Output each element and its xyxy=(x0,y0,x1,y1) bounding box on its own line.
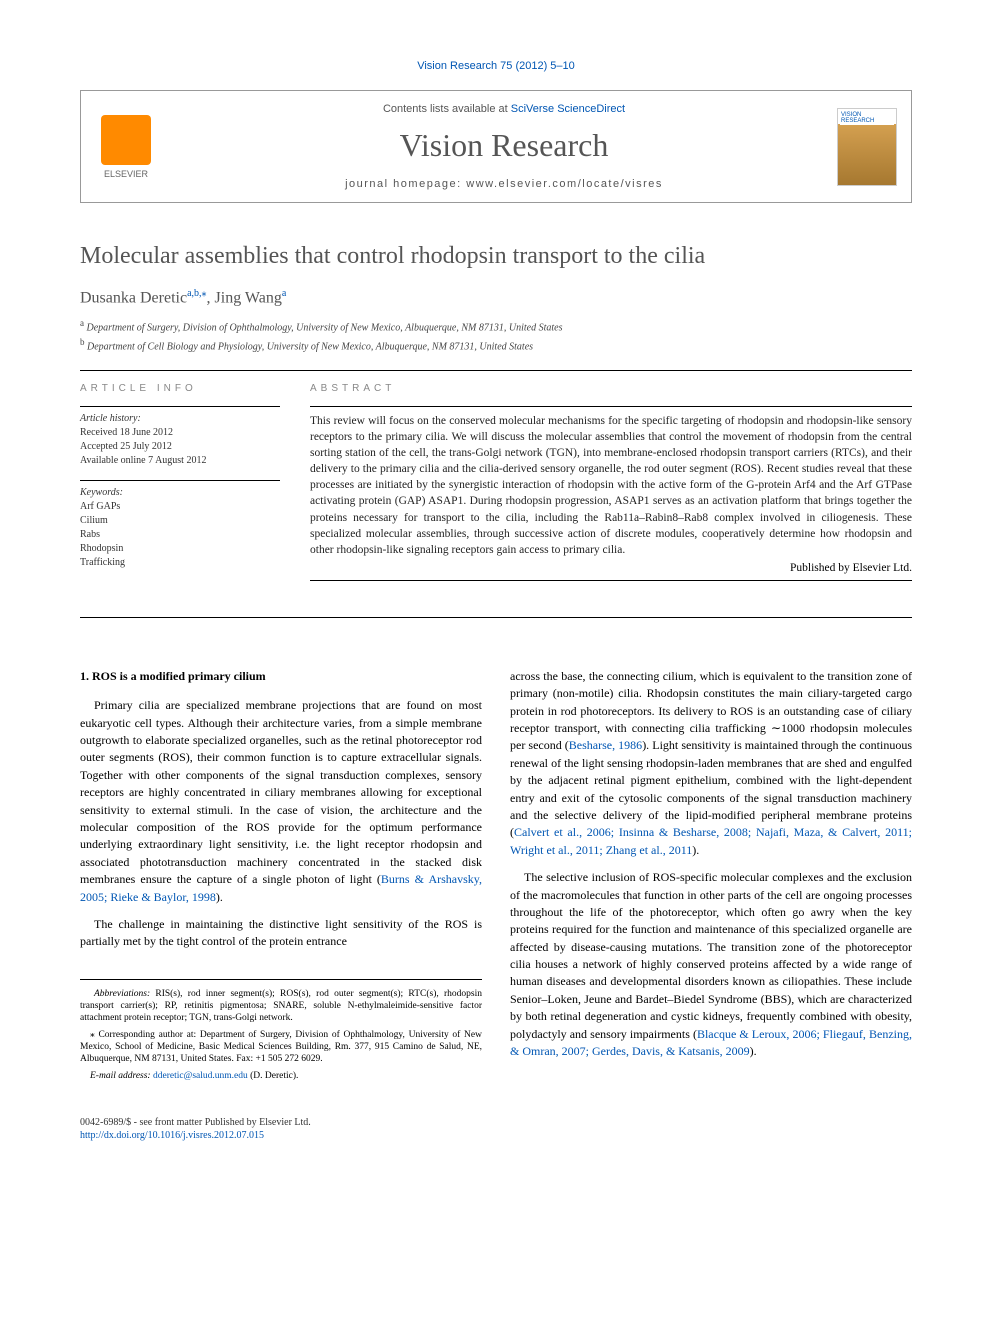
affiliation-a: Department of Surgery, Division of Ophth… xyxy=(87,323,563,334)
homepage-prefix: journal homepage: xyxy=(345,178,466,190)
contents-line: Contents lists available at SciVerse Sci… xyxy=(171,103,837,115)
reference-link[interactable]: Besharse, 1986 xyxy=(569,738,642,752)
article-info: ARTICLE INFO Article history: Received 1… xyxy=(80,383,280,587)
body-column-right: across the base, the connecting cilium, … xyxy=(510,668,912,1086)
body-paragraph: across the base, the connecting cilium, … xyxy=(510,668,912,859)
publisher-line: Published by Elsevier Ltd. xyxy=(310,562,912,574)
body-paragraph: The selective inclusion of ROS-specific … xyxy=(510,869,912,1060)
section-1-heading: 1. ROS is a modified primary cilium xyxy=(80,668,482,685)
abstract-heading: ABSTRACT xyxy=(310,383,912,394)
elsevier-logo: ELSEVIER xyxy=(81,115,171,179)
elsevier-label: ELSEVIER xyxy=(104,169,148,179)
footnotes: Abbreviations: RIS(s), rod inner segment… xyxy=(80,979,482,1082)
journal-name: Vision Research xyxy=(171,127,837,164)
affiliation-b: Department of Cell Biology and Physiolog… xyxy=(87,341,533,352)
body-paragraph: Primary cilia are specialized membrane p… xyxy=(80,697,482,906)
email-suffix: (D. Deretic). xyxy=(248,1071,299,1081)
article-info-heading: ARTICLE INFO xyxy=(80,383,280,394)
history-label: Article history: xyxy=(80,413,280,424)
contents-prefix: Contents lists available at xyxy=(383,103,511,115)
body-column-left: 1. ROS is a modified primary cilium Prim… xyxy=(80,668,482,1086)
journal-header: ELSEVIER Contents lists available at Sci… xyxy=(80,90,912,203)
page-footer: 0042-6989/$ - see front matter Published… xyxy=(80,1116,912,1142)
corr-label: ⁎ Corresponding author at: xyxy=(90,1030,200,1040)
abstract-text: This review will focus on the conserved … xyxy=(310,413,912,558)
keywords-label: Keywords: xyxy=(80,487,280,498)
elsevier-tree-icon xyxy=(101,115,151,165)
keywords-text: Arf GAPs Cilium Rabs Rhodopsin Trafficki… xyxy=(80,500,280,570)
affiliations: a Department of Surgery, Division of Oph… xyxy=(80,317,912,354)
homepage-url[interactable]: www.elsevier.com/locate/visres xyxy=(466,178,663,190)
sciencedirect-link[interactable]: SciVerse ScienceDirect xyxy=(511,103,625,115)
homepage-line: journal homepage: www.elsevier.com/locat… xyxy=(171,178,837,190)
header-citation: Vision Research 75 (2012) 5–10 xyxy=(80,60,912,72)
history-text: Received 18 June 2012 Accepted 25 July 2… xyxy=(80,426,280,468)
reference-link[interactable]: Calvert et al., 2006; Insinna & Besharse… xyxy=(510,825,912,856)
email-label: E-mail address: xyxy=(90,1071,153,1081)
author-2-sup: a xyxy=(282,288,286,299)
divider xyxy=(80,370,912,371)
abbrev-label: Abbreviations: xyxy=(94,989,150,999)
author-1-sup: a,b,⁎ xyxy=(187,288,206,299)
email-link[interactable]: dderetic@salud.unm.edu xyxy=(153,1071,248,1081)
cover-label: VISION RESEARCH xyxy=(841,112,896,124)
authors: Dusanka Deretica,b,⁎, Jing Wanga xyxy=(80,288,912,307)
journal-cover-thumbnail: VISION RESEARCH xyxy=(837,108,897,186)
body-paragraph: The challenge in maintaining the distinc… xyxy=(80,916,482,951)
author-1[interactable]: Dusanka Deretic xyxy=(80,289,187,306)
doi-link[interactable]: http://dx.doi.org/10.1016/j.visres.2012.… xyxy=(80,1130,264,1141)
abstract: ABSTRACT This review will focus on the c… xyxy=(310,383,912,587)
author-2[interactable]: Jing Wang xyxy=(215,289,282,306)
footer-issn: 0042-6989/$ - see front matter Published… xyxy=(80,1116,912,1129)
article-title: Molecular assemblies that control rhodop… xyxy=(80,243,912,270)
